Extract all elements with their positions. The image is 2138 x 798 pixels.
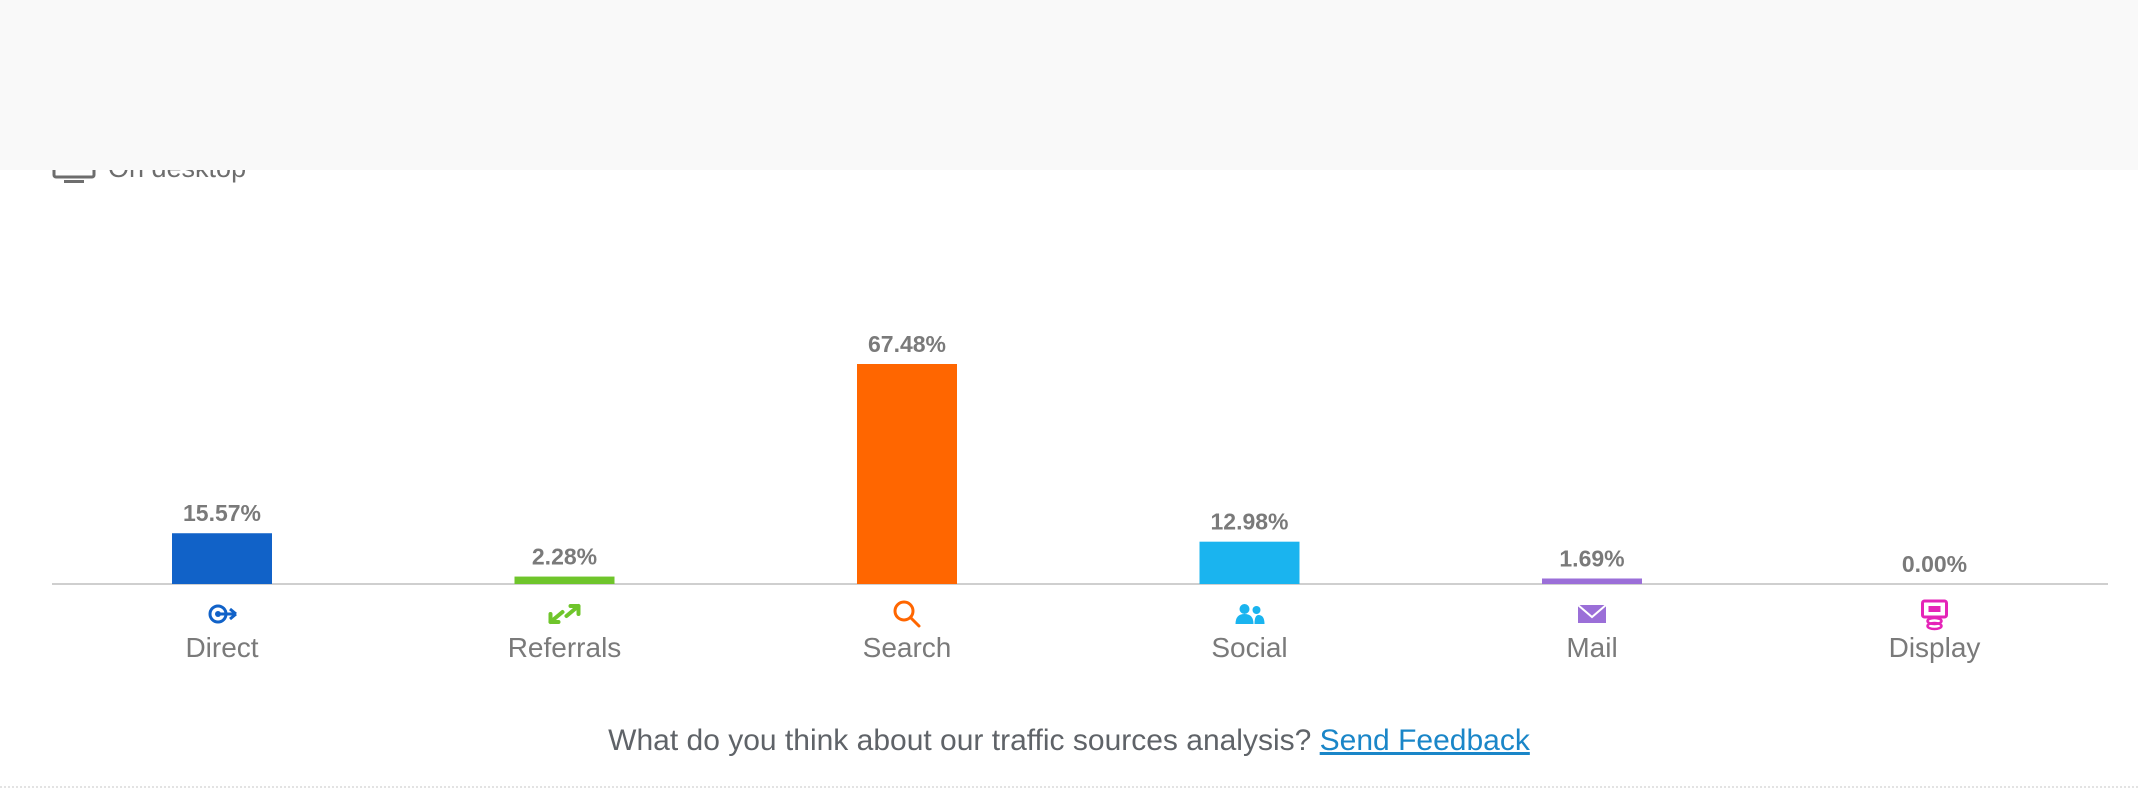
mail-icon [1577,604,1607,623]
category-label-social: Social [1211,632,1287,663]
category-label-direct: Direct [185,632,258,663]
data-label-social: 12.98% [1210,509,1288,535]
send-feedback-link[interactable]: Send Feedback [1319,724,1530,757]
top-panel [0,0,2138,170]
feedback-question: What do you think about our traffic sour… [608,724,1312,757]
bar-direct [172,533,272,584]
data-label-search: 67.48% [868,331,946,357]
display-icon-picture [1928,606,1941,612]
traffic-sources-chart: 15.57% Direct 2.28% Referrals 67.48% Search 12… [52,331,2108,663]
referrals-icon [548,604,581,624]
category-label-referrals: Referrals [508,632,622,663]
direct-icon-dot [215,611,221,617]
category-label-display: Display [1889,632,1981,663]
data-label-display: 0.00% [1902,551,1967,577]
category-label-mail: Mail [1566,632,1617,663]
referrals-icon-arrows [548,604,581,624]
bar-search [857,364,957,584]
display-icon [1921,599,1948,631]
divider [0,786,2138,788]
direct-icon-arrow [220,607,237,621]
social-icon [1235,604,1265,624]
direct-icon [208,604,237,624]
data-label-referrals: 2.28% [532,544,597,570]
display-icon-stack-2 [1926,621,1943,631]
bar-social [1199,541,1300,584]
social-icon-head-1 [1239,604,1250,614]
search-icon [893,600,921,628]
search-icon-handle [909,616,921,628]
social-icon-head-2 [1252,606,1261,614]
data-label-mail: 1.69% [1559,545,1624,571]
bar-referrals [514,576,615,584]
mail-icon-flap [1577,604,1607,619]
data-label-direct: 15.57% [183,500,261,526]
feedback-prompt: What do you think about our traffic sour… [0,724,2138,758]
mail-icon-envelope [1578,605,1606,623]
social-icon-body-2 [1254,615,1265,624]
category-label-search: Search [863,632,952,663]
social-icon-body-1 [1235,614,1254,624]
bar-mail [1542,578,1642,584]
search-icon-lens [893,600,915,622]
